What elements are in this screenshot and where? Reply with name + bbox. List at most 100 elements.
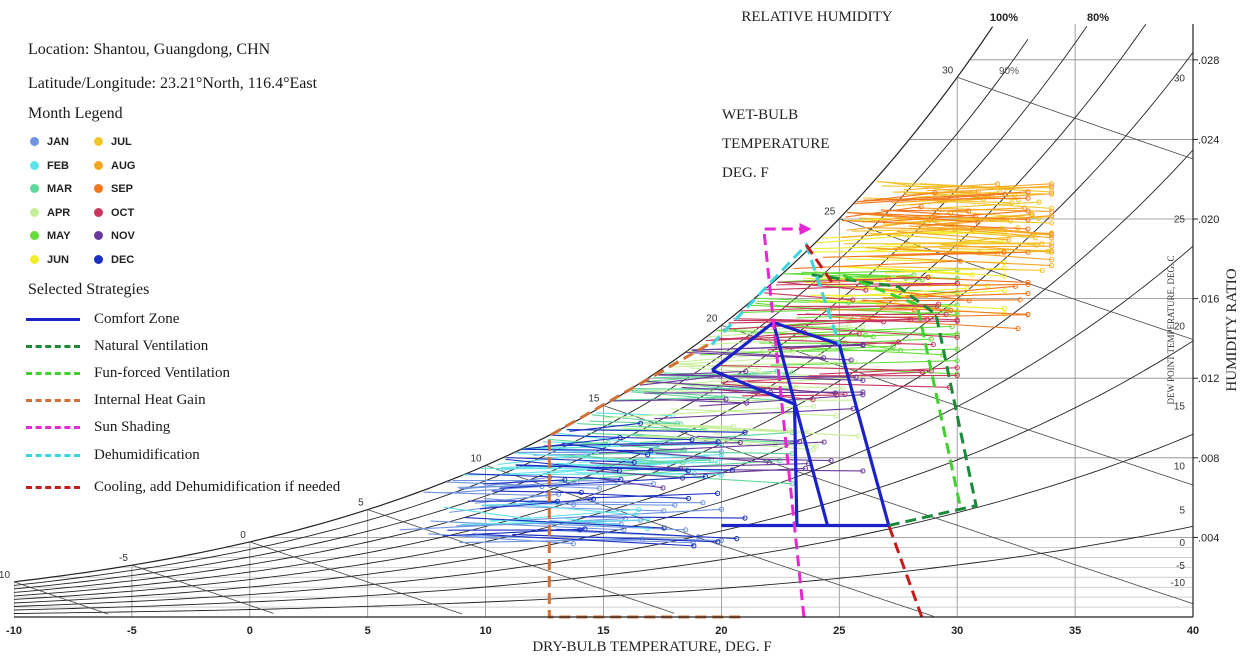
dewpoint-tick-label: 5	[1179, 506, 1185, 517]
month-dot-icon	[30, 184, 39, 193]
data-point	[1025, 249, 1031, 255]
data-point	[821, 355, 827, 361]
data-point	[596, 485, 602, 491]
hourly-trace	[576, 423, 705, 431]
data-point	[855, 433, 861, 439]
data-point	[954, 302, 960, 308]
data-point	[742, 429, 748, 435]
x-tick-label: 35	[1069, 625, 1081, 637]
data-point	[860, 468, 866, 474]
wetbulb-line	[839, 218, 1193, 340]
data-point	[570, 541, 576, 547]
hourly-trace	[879, 210, 1028, 223]
strategy-line-icon	[26, 345, 80, 349]
data-point	[1025, 195, 1031, 201]
hourly-trace	[860, 299, 1021, 302]
data-point	[644, 525, 651, 532]
hourly-trace	[699, 394, 863, 407]
hourly-trace	[446, 481, 600, 489]
data-point	[1048, 257, 1055, 263]
hourly-trace	[662, 425, 859, 437]
x-tick-label: 40	[1187, 625, 1199, 637]
hourly-trace	[841, 228, 955, 239]
hourly-trace	[696, 435, 800, 443]
hourly-trace	[846, 211, 978, 223]
rh-curve	[14, 26, 994, 583]
x-tick-label: 20	[715, 625, 727, 637]
hourly-trace	[657, 398, 747, 404]
hourly-trace	[881, 290, 1005, 299]
location-label: Location: Shantou, Guangdong, CHN	[28, 41, 271, 58]
data-point	[994, 181, 1001, 187]
data-point	[744, 400, 750, 406]
data-point	[1025, 281, 1031, 288]
hourly-trace	[671, 408, 836, 417]
data-point	[954, 276, 960, 282]
data-point	[1008, 200, 1015, 206]
data-point	[954, 318, 960, 324]
hourly-trace	[853, 193, 1005, 205]
month-legend-title: Month Legend	[28, 105, 123, 122]
hourly-trace	[445, 485, 542, 494]
data-point	[832, 390, 838, 396]
data-point	[860, 377, 866, 383]
wetbulb-label-line3: DEG. F	[722, 165, 769, 181]
data-point	[1048, 220, 1055, 226]
data-point	[718, 506, 725, 512]
data-point	[954, 334, 960, 340]
wetbulb-tick-label: 15	[588, 394, 600, 405]
hourly-trace	[506, 457, 635, 463]
zone-cooling-upper	[805, 244, 834, 284]
x-tick-label: -5	[127, 625, 137, 637]
grid-layer	[14, 24, 1193, 617]
hourly-trace	[669, 370, 746, 376]
data-point	[685, 468, 691, 474]
rh-curve-label-90: 90%	[999, 66, 1019, 77]
y-tick-label: .004	[1198, 532, 1219, 544]
hourly-trace	[681, 386, 771, 393]
latlon-label: Latitude/Longitude: 23.21°North, 116.4°E…	[28, 75, 318, 92]
hourly-trace	[464, 516, 665, 529]
hourly-trace	[875, 265, 1043, 271]
hourly-trace	[479, 498, 594, 510]
data-point	[892, 287, 899, 293]
strategy-natural-ventilation: Natural Ventilation	[26, 338, 208, 355]
hourly-trace	[861, 244, 965, 253]
hourly-trace	[491, 464, 652, 476]
strategy-line-icon	[26, 486, 80, 490]
hourly-trace	[908, 225, 1052, 235]
month-item-jan: JAN	[30, 136, 69, 148]
y-tick-label: .016	[1198, 294, 1219, 306]
data-point	[954, 331, 960, 337]
hourly-trace	[464, 534, 694, 544]
hourly-trace	[838, 265, 973, 276]
data-point	[621, 527, 627, 533]
data-point	[645, 452, 651, 458]
hourly-trace	[639, 375, 721, 386]
hourly-trace	[646, 423, 734, 428]
data-point	[954, 372, 960, 379]
hourly-trace	[591, 449, 685, 456]
data-point	[737, 439, 743, 446]
hourly-trace	[891, 193, 1052, 204]
data-point	[853, 374, 859, 380]
data-point	[972, 213, 978, 219]
dewpoint-tick-label: 25	[1174, 215, 1186, 226]
strategy-line-icon	[26, 372, 80, 376]
wetbulb-tick-label: 30	[942, 65, 954, 76]
data-point	[1001, 265, 1007, 271]
hourly-trace	[603, 405, 814, 419]
hourly-trace	[688, 457, 832, 462]
data-point	[714, 490, 721, 496]
hourly-trace	[590, 462, 681, 469]
strategy-sun-shading: Sun Shading	[26, 419, 170, 436]
y-tick-label: .028	[1198, 55, 1219, 67]
x-tick-label: 15	[597, 625, 609, 637]
hourly-trace	[537, 523, 686, 531]
data-point	[790, 349, 796, 355]
rh-curve	[14, 340, 1193, 607]
data-point	[954, 358, 960, 364]
hourly-trace	[637, 450, 793, 455]
wetbulb-line	[957, 76, 1193, 160]
hourly-trace	[789, 326, 958, 338]
